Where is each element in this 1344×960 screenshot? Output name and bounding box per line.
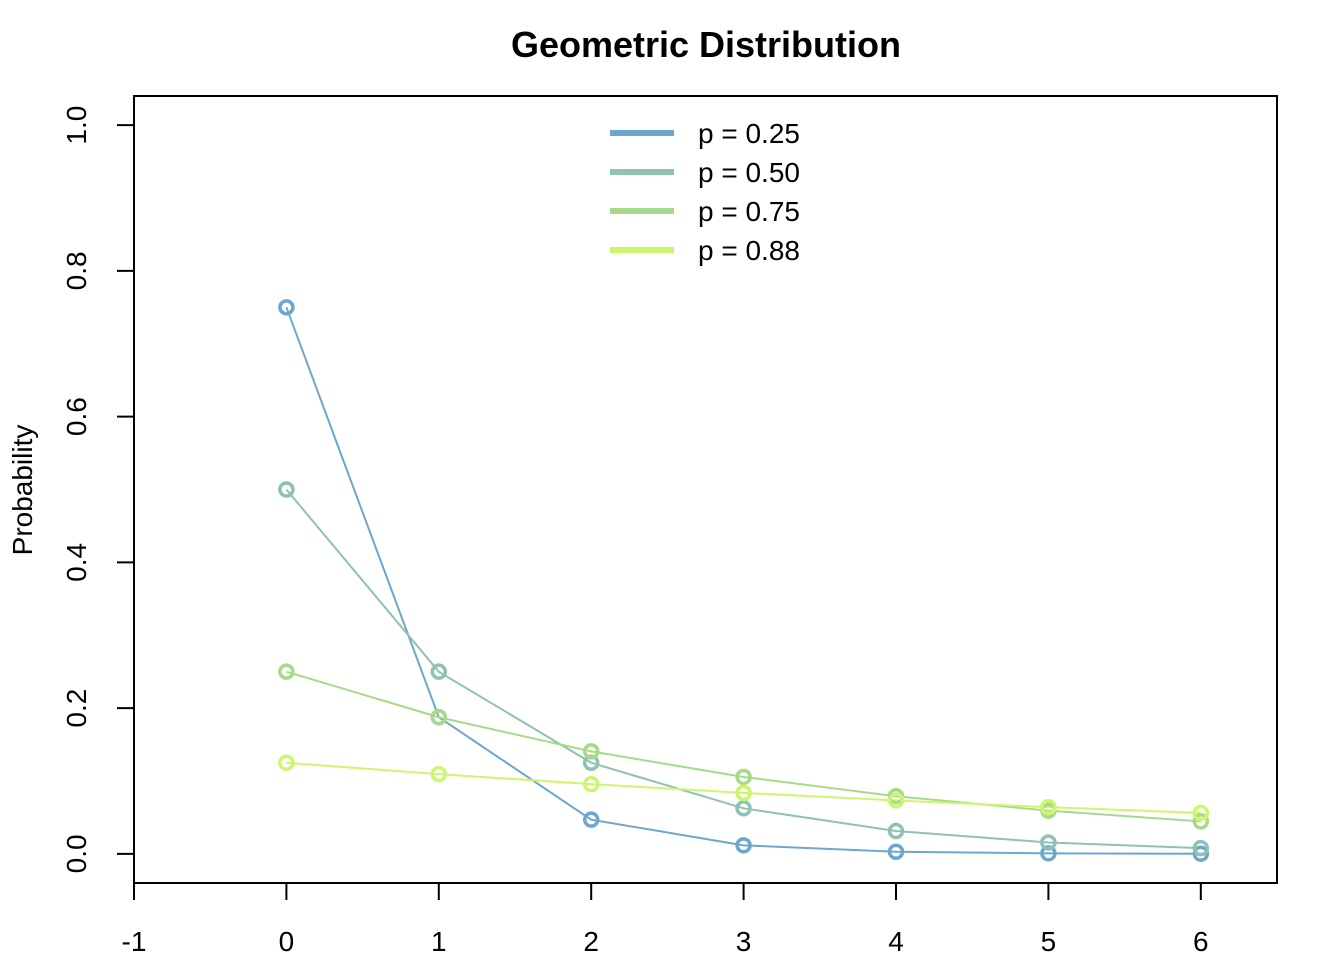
data-point [278,481,295,498]
x-tick-label: 1 [431,926,447,957]
data-point [887,822,905,840]
x-tick-label: 2 [583,926,599,957]
y-tick-label: 0.8 [61,251,92,290]
data-point [278,754,295,772]
legend-label: p = 0.75 [698,196,800,227]
series-line [286,761,1201,814]
x-tick-label: 6 [1193,926,1209,957]
data-point [735,837,752,854]
legend-label: p = 0.25 [698,118,800,149]
legend-label: p = 0.50 [698,157,800,188]
data-point [278,663,295,680]
y-tick-label: 0.2 [61,689,92,728]
x-tick-label: 4 [888,926,904,957]
data-point [1192,845,1210,862]
data-point [1040,845,1057,862]
y-tick-label: 0.0 [61,834,92,873]
series-line [286,670,1201,823]
data-point [430,663,448,680]
data-point [430,708,448,726]
x-tick-label: -1 [122,926,147,957]
legend: p = 0.25 p = 0.50 p = 0.75 p = 0.88 [610,118,800,266]
data-point [887,843,905,860]
series-line [285,488,1201,850]
legend-label: p = 0.88 [698,235,800,266]
data-point [582,811,600,828]
data-point [1040,834,1057,851]
data-point [735,768,752,786]
series-group [278,299,1210,862]
data-point [1192,813,1210,830]
x-tick-label: 0 [279,926,295,957]
data-point [582,743,600,760]
data-point [735,800,752,817]
data-point [1192,839,1210,857]
y-tick-label: 0.6 [61,397,92,436]
data-point [582,775,600,793]
y-tick-label: 0.4 [61,543,92,582]
x-axis: -1 0 1 2 3 4 5 6 [122,882,1209,957]
data-point [1040,798,1057,816]
data-point [430,765,448,783]
y-axis-label: Probability [7,425,38,556]
y-axis: 0.0 0.2 0.4 0.6 0.8 1.0 [61,106,135,873]
x-tick-label: 3 [736,926,752,957]
data-point [1192,804,1210,822]
chart-title: Geometric Distribution [511,24,901,65]
data-point [735,784,752,802]
y-tick-label: 1.0 [61,106,92,145]
data-point [887,792,905,809]
x-tick-label: 5 [1041,926,1057,957]
data-point [278,299,295,316]
